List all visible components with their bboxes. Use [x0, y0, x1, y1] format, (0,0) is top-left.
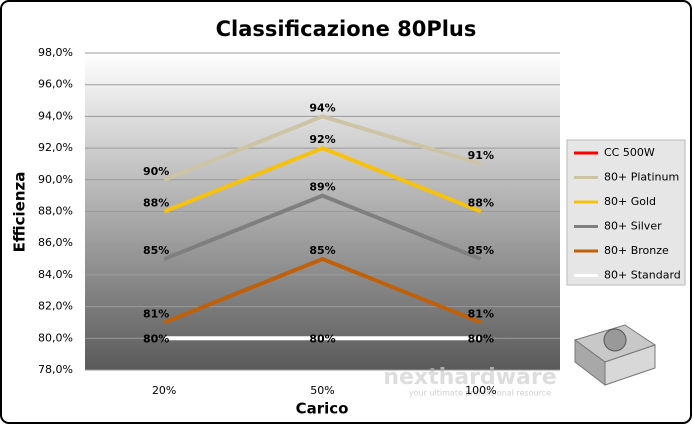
legend-box — [566, 139, 686, 286]
series-line — [163, 114, 482, 182]
chart-title: Classificazione 80Plus — [216, 17, 477, 41]
data-label: 85% — [309, 244, 335, 257]
x-axis-label: Carico — [296, 400, 349, 418]
legend-label: 80+ Standard — [604, 269, 681, 282]
data-label: 81% — [468, 307, 494, 320]
x-tick-label: 50% — [310, 384, 334, 397]
y-tick-label: 88,0% — [38, 205, 73, 218]
data-label: 80% — [309, 332, 335, 345]
y-axis-label: Efficienza — [11, 172, 29, 253]
data-label: 94% — [309, 101, 335, 114]
data-label: 88% — [468, 197, 494, 210]
data-label: 88% — [143, 197, 169, 210]
legend-label: 80+ Bronze — [604, 244, 669, 257]
y-tick-label: 94,0% — [38, 109, 73, 122]
y-tick-label: 98,0% — [38, 46, 73, 59]
x-tick-label: 100% — [465, 384, 496, 397]
watermark: nexthardware — [383, 365, 556, 390]
y-tick-label: 78,0% — [38, 363, 73, 376]
series-line — [163, 145, 482, 214]
data-label: 81% — [143, 307, 169, 320]
y-tick-label: 86,0% — [38, 236, 73, 249]
x-tick-label: 20% — [152, 384, 176, 397]
data-label: 91% — [468, 149, 494, 162]
series-line — [163, 256, 482, 325]
data-label: 92% — [309, 133, 335, 146]
y-tick-label: 84,0% — [38, 268, 73, 281]
data-label: 80% — [468, 332, 494, 345]
legend-label: CC 500W — [604, 146, 655, 159]
y-tick-label: 82,0% — [38, 300, 73, 313]
y-tick-label: 92,0% — [38, 141, 73, 154]
legend-label: 80+ Platinum — [604, 171, 679, 184]
data-label: 89% — [309, 181, 335, 194]
data-label: 90% — [143, 165, 169, 178]
data-label: 85% — [143, 244, 169, 257]
legend-label: 80+ Gold — [604, 195, 656, 208]
watermark-tagline: your ultimate professional resource — [409, 389, 551, 398]
psu-image — [573, 324, 657, 387]
legend-label: 80+ Silver — [604, 220, 662, 233]
y-tick-label: 80,0% — [38, 331, 73, 344]
y-tick-label: 96,0% — [38, 78, 73, 91]
data-label: 80% — [143, 332, 169, 345]
data-label: 85% — [468, 244, 494, 257]
series-line — [163, 193, 482, 261]
y-tick-label: 90,0% — [38, 173, 73, 186]
